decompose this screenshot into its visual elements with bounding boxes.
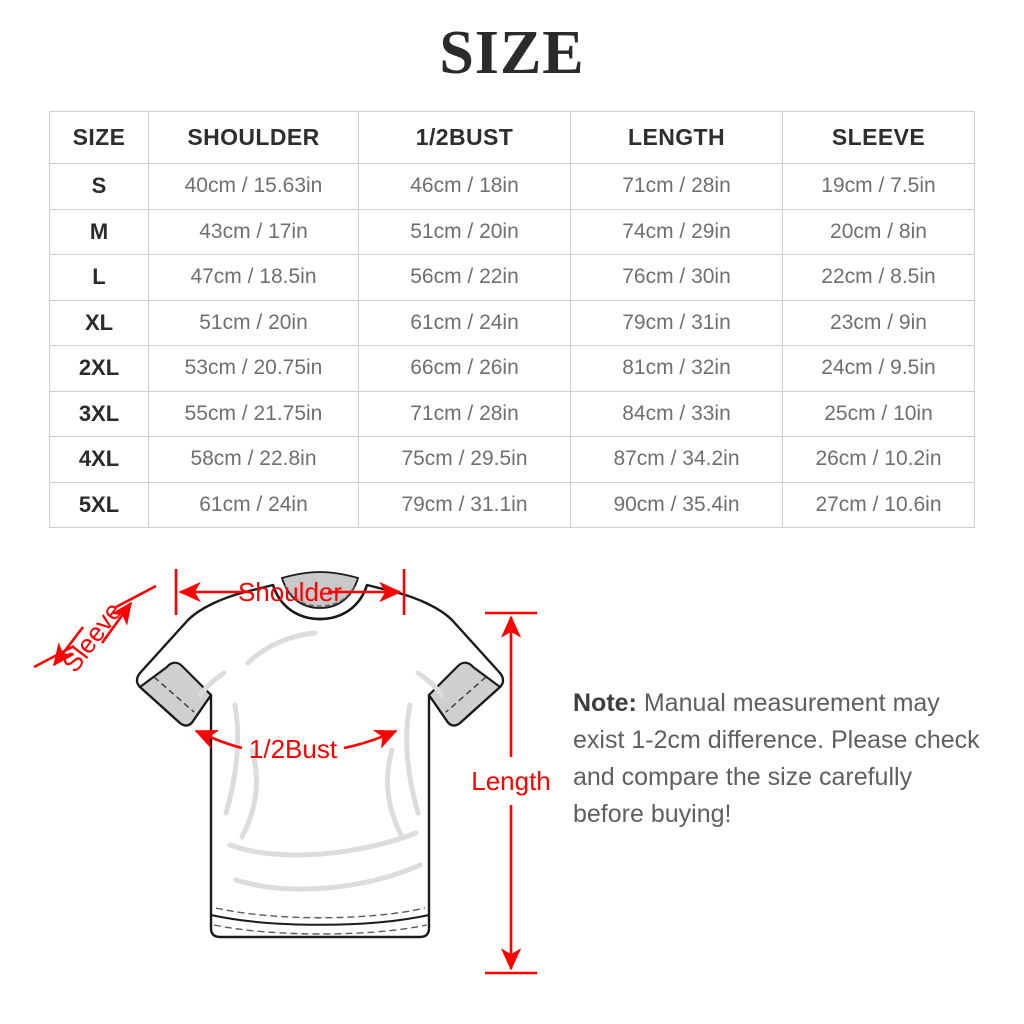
tshirt-garment — [135, 571, 505, 939]
sleeve-cuff-right — [427, 661, 502, 727]
cell-shoulder: 47cm / 18.5in — [148, 254, 359, 301]
cell-length: 74cm / 29in — [570, 208, 783, 255]
cell-sleeve: 23cm / 9in — [782, 299, 975, 346]
sleeve-tick-upper — [115, 584, 157, 609]
cell-size: 4XL — [49, 436, 149, 483]
cell-shoulder: 40cm / 15.63in — [148, 163, 359, 210]
sleeve-arrow-lower — [52, 626, 85, 667]
note-text: Manual measurement may exist 1-2cm diffe… — [573, 689, 980, 828]
measurement-note: Note: Manual measurement may exist 1-2cm… — [573, 685, 983, 833]
cell-length: 90cm / 35.4in — [570, 481, 783, 528]
cell-sleeve: 27cm / 10.6in — [782, 481, 975, 528]
cell-bust: 61cm / 24in — [358, 299, 571, 346]
cell-size: S — [49, 163, 149, 210]
table-row: 3XL 55cm / 21.75in 71cm / 28in 84cm / 33… — [49, 390, 975, 437]
cell-size: 2XL — [49, 345, 149, 392]
cell-sleeve: 24cm / 9.5in — [782, 345, 975, 392]
collar-inner — [280, 571, 360, 609]
fabric-folds — [197, 630, 445, 892]
hem-stitch-upper — [215, 907, 426, 919]
note-label: Note: — [573, 689, 637, 717]
column-header-bust: 1/2BUST — [358, 111, 571, 164]
column-header-shoulder: SHOULDER — [148, 111, 359, 164]
sleeve-cuff-right-stitch — [445, 676, 487, 713]
cell-shoulder: 53cm / 20.75in — [148, 345, 359, 392]
table-row: L 47cm / 18.5in 56cm / 22in 76cm / 30in … — [49, 254, 975, 301]
hem-curve — [210, 914, 430, 926]
cell-length: 87cm / 34.2in — [570, 436, 783, 483]
cell-bust: 79cm / 31.1in — [358, 481, 571, 528]
bust-measurement: 1/2Bust — [194, 729, 398, 764]
cell-shoulder: 43cm / 17in — [148, 208, 359, 255]
bust-label: 1/2Bust — [249, 734, 338, 764]
cell-bust: 71cm / 28in — [358, 390, 571, 437]
sleeve-label: Sleeve — [56, 596, 128, 678]
cell-length: 84cm / 33in — [570, 390, 783, 437]
column-header-size: SIZE — [49, 111, 149, 164]
cell-length: 79cm / 31in — [570, 299, 783, 346]
column-header-sleeve: SLEEVE — [782, 111, 975, 164]
cell-shoulder: 55cm / 21.75in — [148, 390, 359, 437]
collar-stitch — [284, 584, 356, 607]
length-measurement: Length — [471, 611, 551, 975]
cell-size: XL — [49, 299, 149, 346]
table-row: 2XL 53cm / 20.75in 66cm / 26in 81cm / 32… — [49, 345, 975, 392]
page-title: SIZE — [439, 19, 585, 87]
length-label: Length — [471, 766, 551, 796]
cell-bust: 66cm / 26in — [358, 345, 571, 392]
bust-arrow-right — [343, 729, 398, 750]
size-table: SIZE SHOULDER 1/2BUST LENGTH SLEEVE S 40… — [49, 111, 975, 528]
cell-bust: 75cm / 29.5in — [358, 436, 571, 483]
table-row: M 43cm / 17in 51cm / 20in 74cm / 29in 20… — [49, 208, 975, 255]
table-header-row: SIZE SHOULDER 1/2BUST LENGTH SLEEVE — [49, 111, 975, 164]
sleeve-arrow-upper — [100, 601, 133, 644]
cell-shoulder: 51cm / 20in — [148, 299, 359, 346]
cell-length: 81cm / 32in — [570, 345, 783, 392]
table-row: XL 51cm / 20in 61cm / 24in 79cm / 31in 2… — [49, 299, 975, 346]
cell-sleeve: 26cm / 10.2in — [782, 436, 975, 483]
table-row: 5XL 61cm / 24in 79cm / 31.1in 90cm / 35.… — [49, 481, 975, 528]
hem-stitch-lower — [213, 924, 428, 935]
table-row: S 40cm / 15.63in 46cm / 18in 71cm / 28in… — [49, 163, 975, 210]
cell-length: 71cm / 28in — [570, 163, 783, 210]
cell-size: M — [49, 208, 149, 255]
cell-shoulder: 61cm / 24in — [148, 481, 359, 528]
cell-size: 3XL — [49, 390, 149, 437]
cell-size: L — [49, 254, 149, 301]
cell-sleeve: 19cm / 7.5in — [782, 163, 975, 210]
cell-size: 5XL — [49, 481, 149, 528]
sleeve-cuff-left — [138, 661, 213, 727]
cell-sleeve: 20cm / 8in — [782, 208, 975, 255]
sleeve-cuff-left-stitch — [153, 676, 195, 713]
tshirt-illustration: Shoulder Sleeve 1/2Bust — [33, 569, 551, 975]
column-header-length: LENGTH — [570, 111, 783, 164]
shoulder-measurement: Shoulder — [174, 569, 406, 615]
cell-sleeve: 22cm / 8.5in — [782, 254, 975, 301]
cell-sleeve: 25cm / 10in — [782, 390, 975, 437]
cell-bust: 56cm / 22in — [358, 254, 571, 301]
table-row: 4XL 58cm / 22.8in 75cm / 29.5in 87cm / 3… — [49, 436, 975, 483]
shoulder-label: Shoulder — [238, 577, 342, 607]
cell-bust: 51cm / 20in — [358, 208, 571, 255]
sleeve-measurement: Sleeve — [33, 584, 157, 678]
cell-length: 76cm / 30in — [570, 254, 783, 301]
cell-bust: 46cm / 18in — [358, 163, 571, 210]
collar-outer — [271, 584, 369, 621]
bust-arrow-left — [194, 729, 243, 750]
cell-shoulder: 58cm / 22.8in — [148, 436, 359, 483]
measurement-diagram: Shoulder Sleeve 1/2Bust — [0, 545, 1024, 1024]
